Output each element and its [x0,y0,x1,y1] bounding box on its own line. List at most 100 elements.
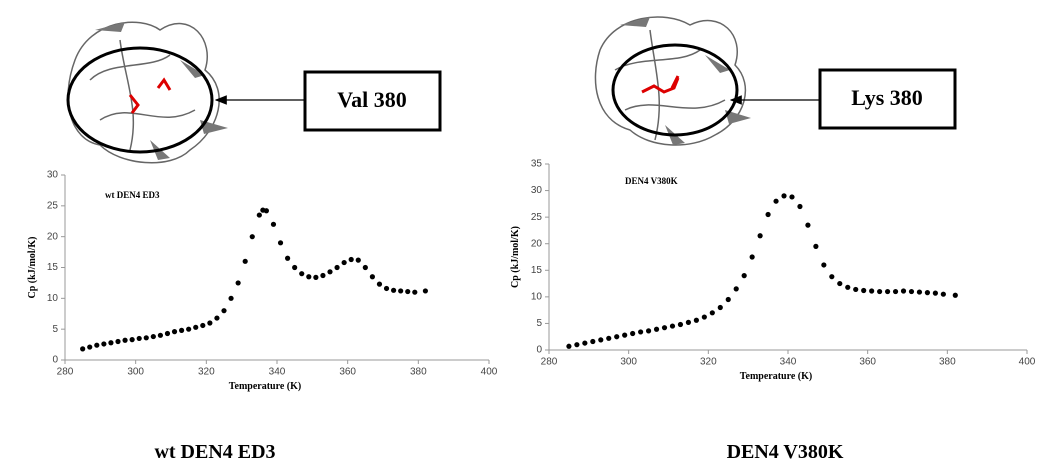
protein-structure [595,17,751,145]
x-tick-label: 380 [410,367,427,378]
data-point [236,280,241,285]
data-point [829,274,834,279]
protein-structure [68,22,228,163]
x-tick-label: 400 [1019,357,1036,368]
data-point [391,288,396,293]
x-tick-label: 340 [269,367,286,378]
data-point [412,290,417,295]
data-point [582,340,587,345]
x-tick-label: 360 [859,357,876,368]
data-point [186,327,191,332]
x-tick-label: 380 [939,357,956,368]
data-point [662,325,667,330]
data-point [710,310,715,315]
x-tick-label: 300 [127,367,144,378]
x-tick-label: 360 [339,367,356,378]
x-tick-label: 340 [780,357,797,368]
data-point [384,286,389,291]
data-point [271,222,276,227]
data-point [837,281,842,286]
x-tick-label: 280 [57,367,74,378]
data-point [742,273,747,278]
data-point [172,329,177,334]
data-point [370,274,375,279]
data-point [101,341,106,346]
data-point [405,289,410,294]
data-point [853,287,858,292]
data-point [773,199,778,204]
data-point [87,344,92,349]
y-tick-label: 25 [531,212,543,223]
data-point [356,258,361,263]
data-point [590,339,595,344]
data-point [94,343,99,348]
data-point [670,323,675,328]
data-point [702,314,707,319]
data-point [122,338,127,343]
y-tick-label: 5 [52,324,58,335]
data-point [941,292,946,297]
y-tick-label: 20 [531,238,543,249]
data-point [320,273,325,278]
data-point [797,204,802,209]
highlight-ellipse [68,48,212,152]
data-point [151,334,156,339]
data-point [115,339,120,344]
data-point [200,323,205,328]
data-point [821,262,826,267]
data-point [953,293,958,298]
data-point [750,254,755,259]
data-point [292,265,297,270]
data-point [686,320,691,325]
data-point [349,257,354,262]
data-point [108,340,113,345]
data-point [80,346,85,351]
caption: DEN4 V380K [727,441,844,462]
data-point [622,333,627,338]
data-point [901,288,906,293]
data-point [250,234,255,239]
data-point [877,289,882,294]
data-point [228,296,233,301]
data-point [423,288,428,293]
data-point [179,328,184,333]
data-point [398,288,403,293]
data-point [925,290,930,295]
data-point [909,289,914,294]
data-point [813,244,818,249]
x-tick-label: 280 [541,357,558,368]
data-point [566,344,571,349]
data-point [614,334,619,339]
figure: Val 380 Lys 380 wt DEN4 ED3 DEN4 V380K 0… [0,0,1039,462]
data-point [598,337,603,342]
data-point [718,305,723,310]
data-point [243,259,248,264]
y-tick-label: 15 [47,262,59,273]
data-point [165,331,170,336]
data-point [654,327,659,332]
data-point [193,325,198,330]
y-tick-label: 10 [531,291,543,302]
x-tick-label: 320 [700,357,717,368]
y-axis-label: Cp (kJ/mol/K) [510,226,521,288]
data-point [638,329,643,334]
data-point [137,336,142,341]
y-tick-label: 10 [47,293,59,304]
callout-label: Lys 380 [851,85,923,110]
data-point [313,275,318,280]
data-point [734,286,739,291]
data-point [805,223,810,228]
x-axis-label: Temperature (K) [740,371,813,382]
data-point [869,288,874,293]
data-point [678,322,683,327]
data-point [885,289,890,294]
data-point [214,315,219,320]
data-point [285,256,290,261]
data-point [342,260,347,265]
callout-label: Val 380 [337,87,406,112]
x-tick-label: 320 [198,367,215,378]
data-point [377,282,382,287]
y-tick-label: 20 [47,231,59,242]
data-point [845,285,850,290]
chart-title: DEN4 V380K [625,176,678,186]
